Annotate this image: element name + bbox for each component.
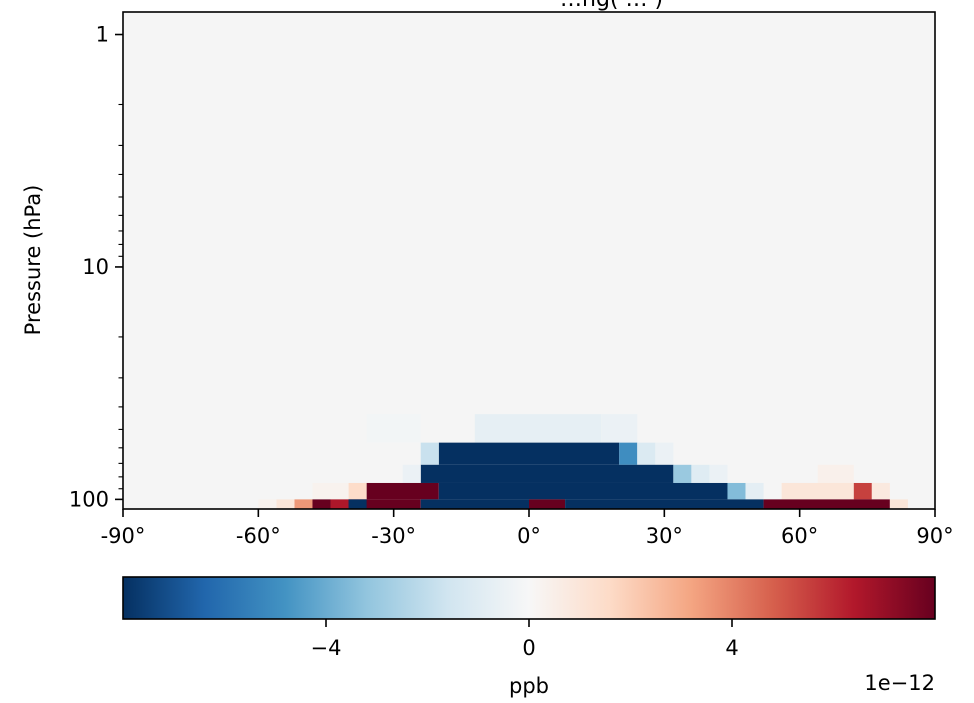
x-tick-label: -90° [101,524,146,548]
heatmap-cell [294,499,313,509]
y-tick-label: 1 [96,23,109,47]
colorbar-tick-label: 0 [522,636,535,660]
heatmap-cell [745,482,764,500]
chart-title: …ng( … ) [560,0,663,12]
heatmap-cell [601,414,638,443]
heatmap-cell [366,414,421,443]
heatmap-cell [619,442,638,465]
colorbar-tick-label: 4 [725,636,738,660]
plot-area [122,11,936,510]
heatmap-cell [348,482,367,500]
y-axis-label: Pressure (hPa) [21,185,45,336]
heatmap-cell [420,464,674,483]
x-tick-label: 90° [916,524,953,548]
colorbar-tick-label: −4 [311,636,342,660]
heatmap-cell [709,464,728,483]
heatmap-cell [420,499,529,509]
heatmap-cell [673,464,692,483]
colorbar-scale-label: 1e−12 [864,671,935,695]
heatmap-cell [258,499,277,509]
colorbar-label: ppb [509,674,549,698]
heatmap-cell [312,499,331,509]
x-tick-label: 0° [517,524,541,548]
heatmap-cell [348,499,421,509]
y-tick-label: 100 [69,487,109,511]
heatmap-cell [529,499,566,509]
heatmap-cell [691,464,710,483]
heatmap-cell [474,414,602,443]
heatmap-cells [258,414,908,509]
x-axis: -90° -60° -30° 0° 30° 60° 90° [101,509,954,548]
heatmap-cell [781,482,854,500]
heatmap-cell [565,499,764,509]
y-axis: 1 10 100 [69,23,123,511]
heatmap-cell [763,499,890,509]
heatmap-cell [871,482,890,500]
heatmap-cell [655,442,674,465]
heatmap-cell [853,482,872,500]
heatmap-cell [330,499,349,509]
heatmap-cell [727,482,746,500]
x-tick-label: 60° [781,524,818,548]
y-tick-label: 10 [82,255,109,279]
x-tick-label: -60° [236,524,281,548]
heatmap-cell [312,482,349,500]
heatmap-cell [402,464,421,483]
heatmap-cell [420,442,439,465]
heatmap-cell [889,499,908,509]
colorbar: −4 0 4 ppb 1e−12 [122,576,936,698]
heatmap-cell [637,442,656,465]
colorbar-gradient [122,576,936,620]
x-tick-label: -30° [371,524,416,548]
heatmap-cell [817,464,854,483]
heatmap-cell [366,482,439,500]
heatmap-cell [276,499,295,509]
x-tick-label: 30° [646,524,683,548]
heatmap-cell [348,499,367,509]
heatmap-cell [438,442,620,465]
colorbar-ticks: −4 0 4 [311,619,739,660]
heatmap-cell [438,482,728,500]
